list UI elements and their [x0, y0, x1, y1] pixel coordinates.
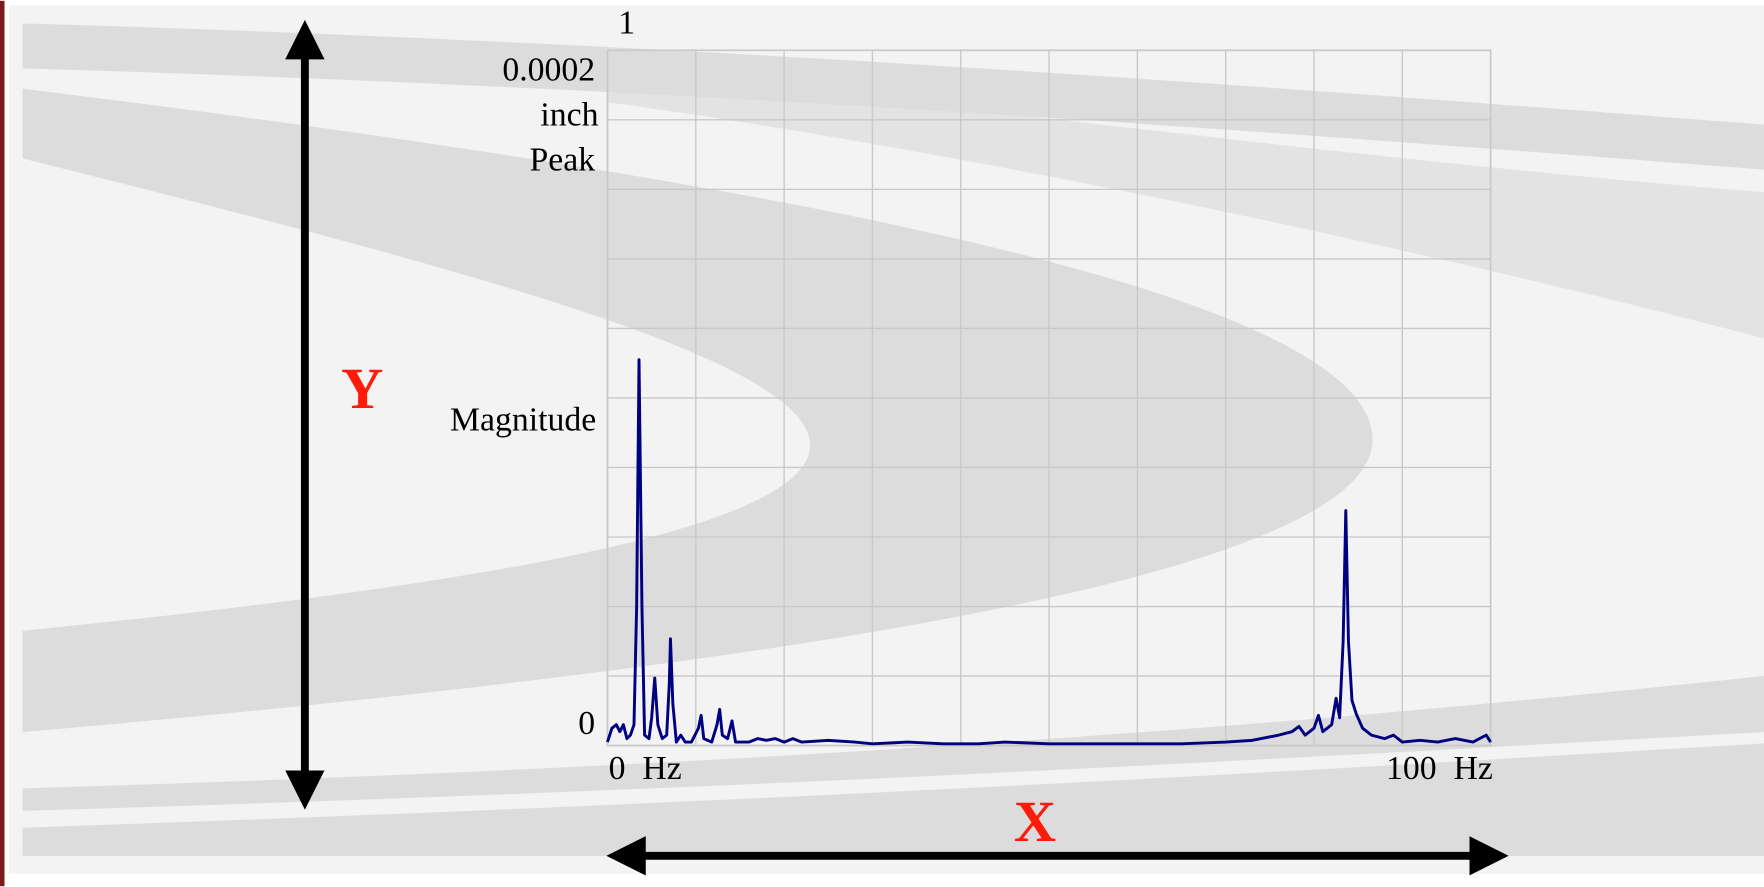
- spectrum-line: [606, 358, 1492, 746]
- y-arrow-label: Y: [341, 356, 383, 421]
- y-tick-label: 0: [578, 705, 595, 742]
- y-unit: inch: [540, 97, 598, 134]
- y-unit: Peak: [530, 142, 596, 179]
- x-arrow-label: X: [1014, 789, 1056, 854]
- y-tick-label: 0.0002: [502, 52, 595, 89]
- x-tick-label: 100 Hz: [1386, 750, 1493, 787]
- annotation: 1: [618, 4, 635, 41]
- y-axis-label: Magnitude: [450, 401, 596, 438]
- plot-frame: [606, 49, 1492, 747]
- x-tick-label: 0 Hz: [609, 750, 682, 787]
